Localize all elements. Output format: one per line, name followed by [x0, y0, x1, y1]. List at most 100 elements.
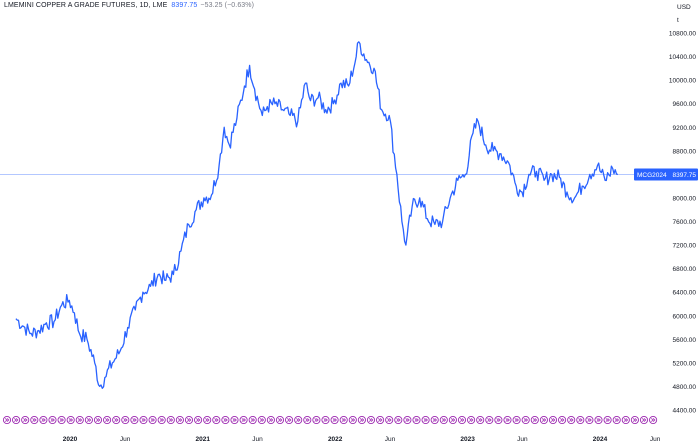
event-marker-icon[interactable] — [521, 415, 530, 425]
event-marker-icon[interactable] — [230, 415, 239, 425]
event-marker-icon[interactable] — [403, 415, 412, 425]
event-marker-icon[interactable] — [212, 415, 221, 425]
y-tick-label: 5200.00 — [673, 360, 697, 367]
y-tick-label: 7600.00 — [673, 219, 697, 226]
y-tick-label: 8800.00 — [673, 148, 697, 155]
event-marker-icon[interactable] — [48, 415, 57, 425]
event-marker-icon[interactable] — [66, 415, 75, 425]
event-marker-icon[interactable] — [630, 415, 639, 425]
event-marker-icon[interactable] — [512, 415, 521, 425]
event-marker-icon[interactable] — [585, 415, 594, 425]
event-marker-icon[interactable] — [412, 415, 421, 425]
event-marker-icon[interactable] — [448, 415, 457, 425]
y-tick-label: 10400.00 — [669, 54, 696, 61]
event-marker-icon[interactable] — [467, 415, 476, 425]
event-marker-icon[interactable] — [394, 415, 403, 425]
event-marker-icon[interactable] — [548, 415, 558, 425]
event-marker-icon[interactable] — [385, 415, 394, 425]
event-marker-icon[interactable] — [239, 415, 248, 425]
event-marker-icon[interactable] — [84, 415, 93, 425]
event-marker-icon[interactable] — [594, 415, 603, 425]
event-marker-icon[interactable] — [366, 415, 376, 425]
event-marker-icon[interactable] — [166, 415, 175, 425]
event-marker-icon[interactable] — [312, 415, 321, 425]
symbol-title: LMEMINI COPPER A GRADE FUTURES, 1D, LME — [4, 2, 168, 9]
event-marker-icon[interactable] — [485, 415, 494, 425]
event-marker-icon[interactable] — [457, 415, 467, 425]
event-marker-icon[interactable] — [421, 415, 430, 425]
y-tick-label: 5600.00 — [673, 337, 697, 344]
event-marker-icon[interactable] — [248, 415, 257, 425]
event-marker-icon[interactable] — [39, 415, 48, 425]
event-marker-icon[interactable] — [430, 415, 439, 425]
event-marker-icon[interactable] — [157, 415, 166, 425]
event-marker-icon[interactable] — [2, 415, 12, 425]
event-marker-icon[interactable] — [439, 415, 448, 425]
event-marker-icon[interactable] — [649, 415, 658, 425]
event-marker-icon[interactable] — [357, 415, 366, 425]
event-marker-icon[interactable] — [376, 415, 385, 425]
event-marker-icon[interactable] — [567, 415, 576, 425]
event-marker-icon[interactable] — [30, 415, 39, 425]
event-marker-icon[interactable] — [348, 415, 357, 425]
price-change: −53.25 (−0.63%) — [200, 2, 255, 9]
event-marker-icon[interactable] — [494, 415, 503, 425]
y-tick-label: 6000.00 — [673, 313, 697, 320]
event-marker-icon[interactable] — [321, 415, 330, 425]
y-tick-label: 9600.00 — [673, 101, 697, 108]
event-marker-icon[interactable] — [558, 415, 567, 425]
event-marker-icon[interactable] — [194, 415, 203, 425]
event-marker-icon[interactable] — [339, 415, 348, 425]
event-marker-icon[interactable] — [175, 415, 184, 425]
time-axis[interactable]: 2020 Jun 2021 Jun 2022 Jun 2023 Jun 2024 Jun — [63, 436, 661, 443]
event-marker-icon[interactable] — [221, 415, 230, 425]
event-marker-icon[interactable] — [148, 415, 157, 425]
event-marker-icon[interactable] — [21, 415, 30, 425]
event-marker-icon[interactable] — [330, 415, 339, 425]
event-marker-icon[interactable] — [203, 415, 212, 425]
x-tick-label: Jun — [120, 436, 131, 443]
event-marker-icon[interactable] — [612, 415, 621, 425]
event-marker-icon[interactable] — [57, 415, 66, 425]
event-marker-icon[interactable] — [266, 415, 275, 425]
last-price-label: MCG2024 8397.75 — [634, 168, 698, 181]
last-price-label-bg — [634, 168, 698, 181]
event-marker-icon[interactable] — [121, 415, 130, 425]
event-marker-icon[interactable] — [294, 415, 303, 425]
event-marker-icon[interactable] — [476, 415, 485, 425]
event-marker-icon[interactable] — [530, 415, 539, 425]
currency-label: USD — [677, 4, 691, 11]
event-marker-icon[interactable] — [503, 415, 512, 425]
event-marker-icon[interactable] — [75, 415, 84, 425]
event-marker-icon[interactable] — [275, 415, 285, 425]
y-tick-label: 4400.00 — [673, 408, 697, 415]
x-tick-label: 2023 — [460, 436, 475, 443]
event-marker-icon[interactable] — [130, 415, 139, 425]
event-marker-icon[interactable] — [12, 415, 21, 425]
event-marker-icon[interactable] — [139, 415, 148, 425]
event-marker-icon[interactable] — [285, 415, 294, 425]
event-marker-icon[interactable] — [257, 415, 266, 425]
last-price-label-value: 8397.75 — [673, 172, 697, 179]
event-marker-icon[interactable] — [639, 415, 649, 425]
price-axis[interactable]: 4400.00 4800.00 5200.00 5600.00 6000.00 6400.… — [669, 31, 697, 415]
last-price-label-symbol: MCG2024 — [637, 172, 667, 179]
event-marker-icon[interactable] — [103, 415, 112, 425]
y-tick-label: 9200.00 — [673, 125, 697, 132]
event-marker-icon[interactable] — [603, 415, 612, 425]
event-marker-icon[interactable] — [539, 415, 548, 425]
event-marker-icon[interactable] — [303, 415, 312, 425]
chart-header: LMEMINI COPPER A GRADE FUTURES, 1D, LME 8… — [4, 2, 254, 9]
x-tick-label: 2024 — [593, 436, 608, 443]
x-tick-label: Jun — [650, 436, 661, 443]
y-tick-label: 10800.00 — [669, 31, 696, 38]
unit-label: t — [677, 17, 679, 24]
event-marker-icon[interactable] — [93, 415, 103, 425]
event-marker-icon[interactable] — [621, 415, 630, 425]
event-markers — [2, 415, 658, 425]
event-marker-icon[interactable] — [576, 415, 585, 425]
y-tick-label: 4800.00 — [673, 384, 697, 391]
event-marker-icon[interactable] — [184, 415, 194, 425]
event-marker-icon[interactable] — [112, 415, 121, 425]
